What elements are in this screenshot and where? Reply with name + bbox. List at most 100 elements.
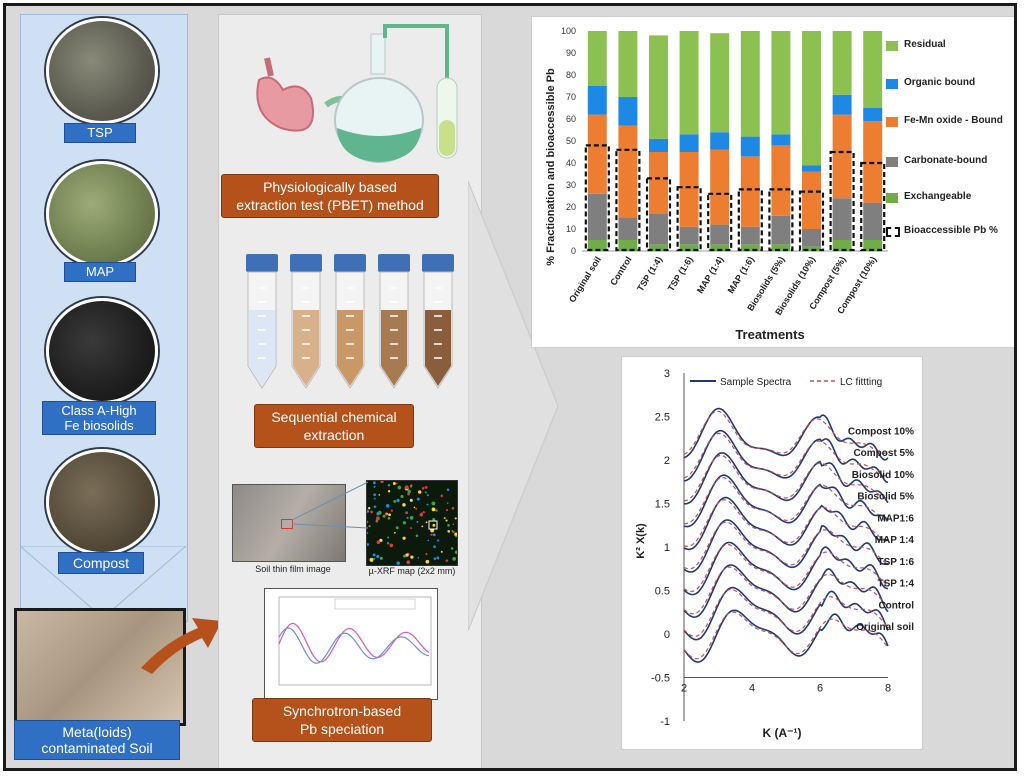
legend-swatch: [886, 157, 898, 167]
sample-spectrum-line: [683, 429, 889, 484]
bar-segment: [649, 152, 668, 214]
legend-swatch: [886, 117, 898, 127]
y-tick-label: 10: [566, 224, 576, 234]
xafs-y-tick: 0.5: [655, 586, 670, 598]
bar-segment: [771, 145, 791, 216]
y-tick-label: 40: [566, 158, 576, 168]
bar-segment: [771, 244, 791, 251]
xafs-x-tick: 2: [681, 683, 687, 695]
bioaccessible-outline: [707, 192, 733, 252]
bar-segment: [587, 193, 607, 240]
bar-segment: [802, 246, 821, 251]
legend-sample-spectra: Sample Spectra: [720, 377, 792, 388]
pbet-illustration-icon: [256, 24, 458, 163]
sample-label: Biosolid 10%: [852, 470, 914, 481]
y-tick-label: 30: [566, 180, 576, 190]
bar-segment: [802, 229, 821, 247]
bar-segment: [649, 213, 668, 245]
legend-label: Organic bound: [904, 77, 976, 88]
category-label: Original soil: [567, 255, 603, 304]
bar-segment: [679, 134, 699, 152]
zoom-connector-icon: [292, 481, 369, 529]
right-arrow-icon: [468, 181, 558, 631]
xafs-y-tick: -0.5: [651, 673, 670, 685]
xafs-chart-svg: -1 -0.5 0 0.5 1 1.5 2 2.5 3 2 4 6 8 Original soil Con…: [635, 368, 915, 740]
synchrotron-label: Synchrotron-based Pb speciation: [252, 698, 432, 742]
bar-segment: [863, 240, 883, 251]
legend-swatch: [886, 41, 898, 51]
legend-label: Exchangeable: [904, 191, 972, 202]
y-tick-label: 60: [566, 114, 576, 124]
bar-segment: [863, 202, 883, 240]
bar-segment: [710, 149, 730, 225]
xafs-y-tick: 2: [664, 455, 670, 467]
sequential-extraction-label: Sequential chemical extraction: [254, 404, 414, 448]
bar-segment: [771, 31, 791, 135]
fractionation-y-axis-label: % Fractionation and bioaccessible Pb: [545, 68, 557, 266]
y-tick-label: 0: [571, 246, 576, 256]
y-tick-label: 20: [566, 202, 576, 212]
bar-segment: [832, 94, 852, 115]
xafs-x-tick: 6: [817, 683, 823, 695]
xrf-map-image: [366, 480, 458, 566]
pbet-label-line2: extraction test (PBET) method: [236, 197, 424, 214]
legend-label: Bioaccessible Pb %: [904, 225, 998, 236]
legend-swatch: [886, 193, 898, 203]
y-tick-label: 80: [566, 70, 576, 80]
pbet-label: Physiologically based extraction test (P…: [221, 174, 439, 218]
bar-segment: [863, 108, 883, 122]
y-tick-label: 100: [561, 26, 576, 36]
bioaccessible-outline: [829, 150, 855, 252]
bar-segment: [618, 125, 638, 218]
sample-label: TSP 1:4: [878, 579, 915, 590]
xafs-x-axis-label: K (A⁻¹): [763, 726, 802, 740]
bioaccessible-outline: [798, 190, 825, 252]
category-label: Control: [608, 255, 633, 287]
lc-fit-line: [683, 432, 889, 479]
bar-segment: [710, 33, 730, 133]
xafs-y-tick: 2.5: [655, 412, 670, 424]
seq-label-line1: Sequential chemical: [271, 409, 397, 425]
bar-segment: [618, 97, 638, 126]
xafs-chart: -1 -0.5 0 0.5 1 1.5 2 2.5 3 2 4 6 8 Original soil Con…: [621, 356, 923, 750]
bar-segment: [649, 35, 668, 139]
bar-segment: [771, 134, 791, 146]
bar-segment: [710, 224, 730, 245]
pbet-label-line1: Physiologically based: [263, 179, 397, 195]
sync-label-line1: Synchrotron-based: [282, 703, 402, 719]
sample-label: Original soil: [856, 622, 914, 633]
thin-film-caption: Soil thin film image: [255, 564, 331, 574]
bar-segment: [832, 31, 852, 95]
bioaccessible-outline: [768, 188, 794, 252]
soil-to-methods-arrow-icon: [141, 618, 222, 674]
bar-segment: [832, 198, 852, 240]
biosolids-image: [46, 298, 158, 404]
category-label: MAP (1:6): [726, 255, 756, 295]
fractionation-chart: 0 10 20 30 40 50 60 70 80 90 100 Original soil Contr…: [531, 16, 1014, 348]
compost-label: Compost: [58, 552, 144, 574]
compost-image: [46, 449, 158, 555]
bar-segment: [802, 31, 821, 166]
legend-label: Carbonate-bound: [904, 155, 988, 166]
legend-swatch: [886, 79, 898, 89]
y-tick-label: 90: [566, 48, 576, 58]
bioaccessible-outline: [860, 161, 886, 252]
legend-label: Fe-Mn oxide - Bound: [904, 115, 1003, 126]
sample-spectrum-line: [683, 407, 889, 461]
lc-fit-line: [683, 499, 889, 547]
bar-segment: [618, 240, 638, 251]
y-tick-label: 50: [566, 136, 576, 146]
lc-fit-line: [683, 521, 889, 570]
tsp-image: [46, 18, 158, 124]
xafs-y-tick: -1: [660, 716, 670, 728]
sample-spectrum-line: [683, 541, 889, 596]
tsp-label: TSP: [64, 123, 136, 143]
fractionation-legend: Residual Organic bound Fe-Mn oxide - Bound…: [886, 31, 1012, 271]
biosolids-label-line2: Fe biosolids: [64, 417, 134, 433]
lc-fit-line: [683, 588, 889, 638]
extraction-tubes-icon: [246, 254, 454, 389]
y-tick-label: 70: [566, 92, 576, 102]
bar-segment: [679, 244, 699, 251]
bioaccessible-outline: [737, 188, 763, 252]
fractionation-chart-svg: 0 10 20 30 40 50 60 70 80 90 100 Original soil Contr…: [545, 26, 888, 342]
